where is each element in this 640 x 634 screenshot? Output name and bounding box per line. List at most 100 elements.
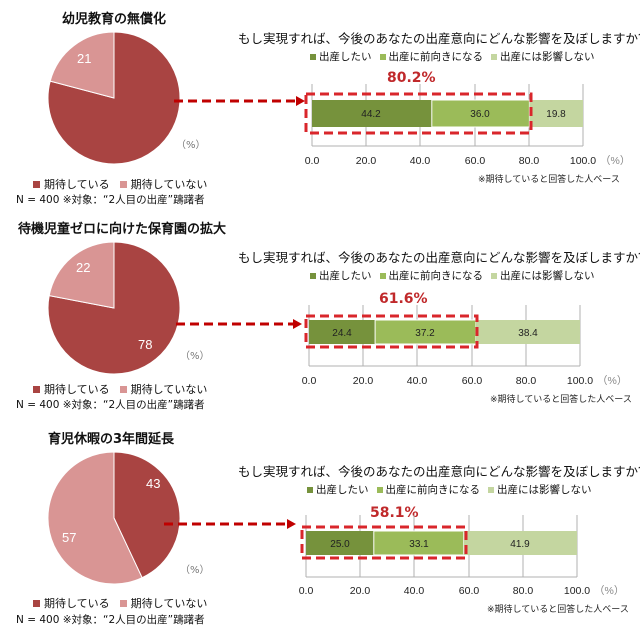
seg-label-no-effect: 19.8 (546, 109, 566, 120)
pie-label-expect: 43 (146, 476, 160, 491)
bar-segment-positive (374, 319, 477, 345)
bar-segment-want (309, 320, 376, 344)
svg-text:60.0: 60.0 (465, 155, 486, 167)
legend-swatch-expect (33, 385, 40, 393)
svg-text:0.0: 0.0 (299, 585, 314, 597)
pie-slice-not-expect (49, 31, 115, 99)
seg-label-want: 25.0 (330, 539, 350, 550)
bar-legend-1: 出産したい 出産に前向きになる 出産には影響しない (310, 49, 603, 64)
pie-label-not-expect: 57 (62, 530, 76, 545)
legend-label-no-effect: 出産には影響しない (500, 51, 595, 63)
legend-swatch-want (310, 53, 316, 60)
base-note-3: ※期待していると回答した人ベース (487, 605, 629, 615)
legend-swatch-not-expect (119, 599, 127, 607)
question-title-2: もし実現すれば、今後のあなたの出産意向にどんな影響を及ぼしますか？ (238, 250, 640, 265)
svg-text:（%）: （%） (594, 585, 624, 597)
svg-text:100.0: 100.0 (570, 155, 596, 167)
pie-slice-not-expect (48, 241, 115, 309)
svg-text:60.0: 60.0 (462, 375, 483, 387)
legend-swatch-positive (379, 53, 386, 60)
pie-label-expect: 79 (143, 154, 157, 169)
pie-unit-3: （%） (180, 565, 210, 576)
pie-title-2: 待機児童ゼロに向けた保育園の拡大 (18, 222, 227, 237)
svg-text:100.0: 100.0 (564, 585, 590, 597)
pie-chart-1: 79 21 (48, 31, 181, 169)
seg-label-no-effect: 38.4 (518, 328, 538, 339)
arrow-head-icon (293, 319, 302, 329)
bar-segment-no-effect (475, 320, 580, 344)
pie-chart-2: 78 22 (48, 241, 181, 375)
svg-text:80.0: 80.0 (516, 375, 537, 387)
bar-legend-3: 出産したい 出産に前向きになる 出産には影響しない (307, 482, 600, 497)
legend-label-not-expect: 期待していない (130, 597, 208, 610)
highlight-total-1: 80.2% (387, 70, 436, 86)
legend-swatch-want (307, 486, 313, 493)
bar-segment-no-effect (529, 100, 583, 127)
legend-label-not-expect: 期待していない (130, 383, 208, 396)
highlight-box (304, 314, 479, 349)
base-note-2: ※期待していると回答した人ベース (490, 395, 632, 405)
sample-note-1: N = 400 ※対象：“2人目の出産”躊躇者 (16, 194, 205, 206)
bar-segment-positive (431, 99, 530, 128)
legend-swatch-not-expect (119, 385, 127, 393)
arrow-head-icon (287, 519, 296, 529)
legend-label-want: 出産したい (319, 270, 372, 282)
highlight-box (304, 92, 533, 135)
stacked-bar-chart-2: 24.4 37.2 38.4 0.0 20.0 40.0 60.0 80.0 1… (176, 305, 627, 387)
legend-label-no-effect: 出産には影響しない (497, 484, 592, 496)
seg-label-want: 24.4 (332, 328, 352, 339)
bar-segment-want (312, 100, 432, 127)
svg-text:20.0: 20.0 (356, 155, 377, 167)
legend-swatch-not-expect (119, 180, 127, 188)
pie-label-not-expect: 21 (77, 51, 91, 66)
legend-swatch-expect (33, 599, 40, 607)
legend-swatch-no-effect (491, 53, 497, 60)
seg-label-positive: 33.1 (409, 539, 429, 550)
highlight-total-3: 58.1% (370, 505, 419, 521)
bar-segment-want (306, 531, 374, 555)
pie-unit-1: （%） (176, 140, 206, 151)
pie-title-3: 育児休暇の3年間延長 (48, 432, 175, 447)
legend-label-positive: 出産に前向きになる (388, 270, 484, 282)
legend-swatch-positive (376, 486, 383, 493)
question-title-1: もし実現すれば、今後のあなたの出産意向にどんな影響を及ぼしますか？ (238, 31, 640, 46)
stacked-bar-chart-1: 44.2 36.0 19.8 0.0 20.0 40.0 60.0 80.0 1… (174, 84, 630, 167)
svg-text:60.0: 60.0 (459, 585, 480, 597)
svg-text:0.0: 0.0 (305, 155, 320, 167)
legend-swatch-want (310, 272, 316, 279)
legend-label-expect: 期待している (44, 597, 110, 610)
bar-legend-2: 出産したい 出産に前向きになる 出産には影響しない (310, 268, 603, 283)
svg-text:40.0: 40.0 (404, 585, 425, 597)
legend-label-positive: 出産に前向きになる (385, 484, 481, 496)
seg-label-no-effect: 41.9 (510, 539, 530, 550)
svg-text:40.0: 40.0 (410, 155, 431, 167)
pie-title-1: 幼児教育の無償化 (62, 12, 167, 27)
bar-segment-no-effect (463, 531, 577, 555)
legend-label-no-effect: 出産には影響しない (500, 270, 595, 282)
seg-label-positive: 36.0 (470, 109, 490, 120)
svg-text:20.0: 20.0 (350, 585, 371, 597)
question-title-3: もし実現すれば、今後のあなたの出産意向にどんな影響を及ぼしますか？ (238, 464, 640, 479)
legend-swatch-expect (33, 180, 40, 188)
pie-slice-expect (113, 452, 181, 579)
svg-text:80.0: 80.0 (513, 585, 534, 597)
svg-text:（%）: （%） (597, 375, 627, 387)
base-note-1: ※期待していると回答した人ベース (478, 175, 620, 185)
pie-legend-1: 期待している 期待していない (33, 176, 207, 192)
sample-note-3: N = 400 ※対象：“2人目の出産”躊躇者 (16, 614, 205, 626)
svg-text:100.0: 100.0 (567, 375, 593, 387)
pie-slice-not-expect (48, 452, 143, 585)
legend-swatch-no-effect (491, 272, 497, 279)
pie-legend-3: 期待している 期待していない (33, 595, 207, 611)
legend-label-positive: 出産に前向きになる (388, 51, 484, 63)
pie-label-not-expect: 22 (76, 260, 90, 275)
svg-text:80.0: 80.0 (519, 155, 540, 167)
svg-text:（%）: （%） (600, 155, 630, 167)
pie-unit-2: （%） (180, 351, 210, 362)
pie-legend-2: 期待している 期待していない (33, 381, 207, 397)
legend-label-expect: 期待している (44, 178, 110, 191)
highlight-total-2: 61.6% (379, 291, 428, 307)
legend-label-expect: 期待している (44, 383, 110, 396)
seg-label-want: 44.2 (361, 109, 381, 120)
